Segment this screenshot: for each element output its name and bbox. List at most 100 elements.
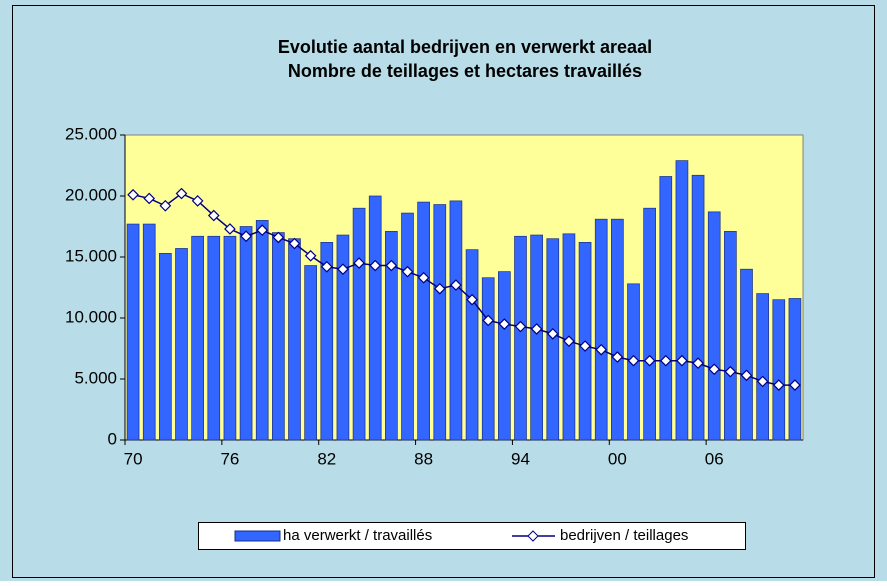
marker [401, 265, 414, 278]
marker [143, 192, 156, 205]
bar [707, 211, 721, 441]
marker [191, 195, 204, 207]
bar [159, 252, 172, 441]
bar [336, 234, 350, 441]
marker [320, 260, 333, 273]
bar [724, 231, 737, 441]
bar [691, 174, 705, 441]
bar [207, 235, 221, 441]
marker [369, 259, 382, 272]
bar [643, 207, 656, 441]
bar [772, 299, 786, 441]
marker [450, 279, 462, 291]
marker [482, 314, 495, 327]
bar [449, 200, 463, 441]
bar [465, 249, 479, 441]
marker [659, 354, 672, 367]
chart-title: Evolutie aantal bedrijven en verwerkt ar… [278, 37, 652, 57]
bar [756, 293, 769, 441]
bar [175, 248, 188, 441]
marker [498, 318, 511, 330]
y-tick-label: 0 [108, 429, 117, 448]
plot-area [124, 134, 804, 441]
bar [368, 195, 382, 441]
chart-subtitle: Nombre de teillages et hectares travaill… [288, 61, 642, 81]
bar [352, 207, 366, 441]
y-tick-label: 10.000 [65, 307, 117, 326]
x-tick-label: 94 [511, 449, 530, 468]
x-tick-label: 00 [608, 449, 627, 468]
bar [788, 298, 802, 441]
x-tick-label: 06 [705, 449, 724, 468]
marker [466, 293, 478, 306]
bar [304, 265, 317, 441]
bar [675, 160, 689, 441]
bar [126, 223, 140, 441]
marker [337, 263, 349, 276]
marker [708, 363, 721, 376]
marker [224, 223, 236, 235]
marker [514, 320, 527, 333]
bar [239, 226, 253, 441]
marker [256, 224, 269, 237]
marker [240, 230, 252, 243]
legend-label: ha verwerkt / travaillés [283, 527, 432, 544]
bar [223, 235, 237, 441]
bar [191, 235, 204, 441]
y-tick-label: 20.000 [65, 185, 117, 204]
marker [724, 365, 737, 378]
bar [498, 271, 511, 441]
y-tick-label: 15.000 [65, 246, 117, 265]
bar [433, 204, 447, 441]
marker [595, 343, 608, 356]
marker [579, 340, 591, 352]
bar [320, 242, 334, 441]
marker [789, 379, 801, 391]
bar [740, 268, 753, 441]
marker [207, 209, 220, 222]
marker [530, 323, 543, 335]
x-tick-label: 82 [317, 449, 336, 468]
marker [643, 354, 656, 367]
bar [255, 220, 269, 441]
legend-label: bedrijven / teillages [560, 527, 688, 544]
marker [676, 354, 688, 367]
marker [288, 237, 301, 250]
bar [385, 231, 398, 441]
bar [272, 232, 285, 441]
bar [401, 212, 414, 441]
marker [353, 257, 365, 269]
bar [659, 176, 673, 441]
marker [433, 282, 446, 295]
legend-marker [527, 530, 539, 542]
bar [594, 218, 608, 441]
legend-swatch [234, 530, 281, 542]
marker [546, 328, 559, 340]
marker [692, 357, 704, 369]
bar [142, 223, 156, 441]
marker [159, 199, 172, 212]
bar [288, 238, 301, 441]
chart-border [12, 5, 875, 578]
marker [385, 259, 398, 272]
marker [563, 335, 575, 348]
bar [530, 234, 543, 441]
bar [611, 218, 624, 441]
marker [611, 351, 624, 363]
marker [175, 187, 188, 200]
bar [417, 201, 430, 441]
marker [272, 231, 285, 244]
x-tick-label: 88 [414, 449, 433, 468]
y-tick-label: 5.000 [74, 368, 117, 387]
marker [756, 375, 769, 388]
marker [417, 271, 430, 284]
marker [772, 379, 785, 391]
marker [627, 354, 640, 367]
x-tick-label: 76 [220, 449, 239, 468]
x-tick-label: 70 [124, 449, 143, 468]
bar [481, 277, 495, 441]
marker [740, 369, 753, 382]
marker [127, 188, 139, 201]
legend [198, 522, 746, 550]
